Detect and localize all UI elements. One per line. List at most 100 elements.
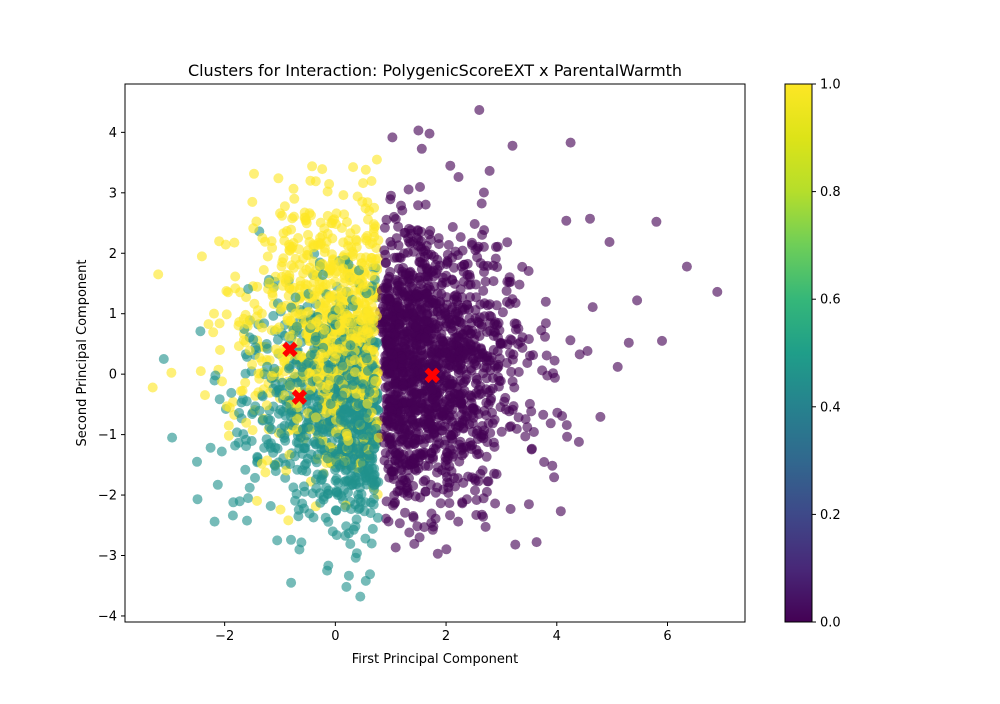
scatter-point-teal [286, 407, 297, 418]
scatter-point-purple [380, 249, 391, 260]
scatter-point-purple [415, 340, 426, 351]
scatter-point-purple [500, 392, 511, 403]
y-tick-label: −2 [98, 489, 117, 504]
scatter-point-teal [192, 494, 203, 505]
scatter-point-purple [496, 426, 507, 437]
scatter-point-purple [416, 143, 427, 154]
scatter-point-teal [372, 512, 383, 523]
scatter-point-yellow [241, 292, 252, 303]
scatter-point-purple [380, 393, 391, 404]
scatter-point-teal [242, 515, 252, 526]
scatter-point-purple [400, 507, 410, 518]
scatter-point-purple [446, 340, 456, 351]
scatter-point-yellow [203, 319, 214, 330]
scatter-point-teal [346, 460, 357, 471]
scatter-point-yellow [364, 326, 375, 337]
scatter-point-purple [445, 443, 455, 454]
scatter-point-purple [391, 431, 402, 442]
scatter-point-teal [347, 379, 358, 390]
scatter-point-purple [440, 452, 451, 463]
y-tick-label: −3 [98, 549, 117, 564]
scatter-point-teal [357, 379, 368, 390]
scatter-point-teal [290, 292, 301, 303]
scatter-point-purple [491, 242, 501, 252]
scatter-point-purple [526, 406, 537, 417]
scatter-point-purple [549, 355, 560, 366]
scatter-point-purple [526, 444, 537, 455]
scatter-point-purple [382, 292, 393, 303]
scatter-point-yellow [286, 224, 297, 235]
scatter-point-purple [405, 368, 416, 379]
scatter-point-purple [493, 381, 504, 392]
scatter-point-purple [472, 252, 483, 263]
scatter-point-purple [465, 363, 476, 374]
scatter-point-purple [513, 367, 524, 377]
scatter-point-yellow [338, 237, 349, 248]
scatter-point-teal [233, 437, 244, 448]
scatter-point-yellow [279, 201, 290, 212]
scatter-point-purple [517, 261, 528, 272]
scatter-point-teal [362, 365, 373, 376]
scatter-point-teal [238, 394, 248, 405]
scatter-point-purple [471, 329, 481, 339]
scatter-point-teal [365, 508, 376, 519]
scatter-point-teal [212, 479, 223, 490]
colorbar-tick-label: 0.2 [820, 508, 841, 523]
colorbar-tick-label: 0.8 [820, 185, 841, 200]
scatter-point-yellow [286, 260, 297, 271]
scatter-point-yellow [277, 210, 287, 221]
scatter-point-purple [416, 388, 427, 399]
scatter-point-purple [404, 449, 415, 460]
scatter-point-purple [462, 300, 472, 311]
scatter-point-yellow [252, 281, 263, 292]
scatter-point-yellow [224, 402, 235, 413]
scatter-point-teal [298, 424, 308, 435]
scatter-point-teal [210, 370, 221, 381]
scatter-point-teal [262, 343, 273, 354]
scatter-point-purple [483, 476, 494, 487]
scatter-point-purple [492, 262, 503, 273]
scatter-point-purple [450, 420, 461, 431]
scatter-point-purple [403, 184, 414, 195]
scatter-point-purple [442, 472, 452, 482]
scatter-point-purple [473, 476, 484, 487]
scatter-point-yellow [319, 324, 330, 335]
scatter-point-outlier [632, 295, 643, 306]
scatter-point-yellow [290, 308, 301, 319]
scatter-point-purple [381, 257, 391, 268]
scatter-point-outlier [573, 436, 584, 447]
scatter-point-purple [562, 431, 573, 442]
scatter-point-purple [409, 538, 420, 549]
scatter-point-teal [309, 436, 320, 447]
scatter-point-purple [392, 439, 403, 450]
scatter-point-teal [322, 453, 333, 464]
scatter-point-teal [333, 478, 344, 488]
scatter-point-purple [387, 360, 398, 371]
scatter-point-purple [492, 320, 502, 330]
scatter-point-purple [461, 406, 472, 416]
scatter-point-teal [280, 472, 291, 483]
scatter-point-purple [379, 356, 390, 367]
scatter-point-purple [397, 353, 408, 364]
scatter-point-teal [257, 414, 268, 425]
scatter-point-outlier [371, 154, 382, 165]
scatter-point-yellow [338, 190, 349, 201]
scatter-point-yellow [260, 467, 271, 478]
scatter-point-outlier [322, 565, 333, 576]
scatter-point-purple [574, 349, 585, 360]
scatter-point-teal [331, 505, 342, 516]
scatter-point-teal [285, 380, 296, 391]
scatter-point-purple [504, 272, 515, 283]
scatter-point-outlier [355, 591, 366, 602]
scatter-point-teal [366, 538, 377, 549]
scatter-point-teal [323, 516, 334, 527]
scatter-point-yellow [339, 209, 350, 220]
scatter-point-yellow [257, 322, 268, 333]
scatter-point-teal [289, 451, 300, 462]
scatter-point-purple [466, 398, 477, 409]
scatter-point-purple [429, 340, 440, 350]
scatter-point-yellow [215, 345, 225, 355]
scatter-point-purple [386, 190, 396, 201]
scatter-point-yellow [364, 239, 375, 250]
scatter-point-yellow [258, 265, 269, 275]
